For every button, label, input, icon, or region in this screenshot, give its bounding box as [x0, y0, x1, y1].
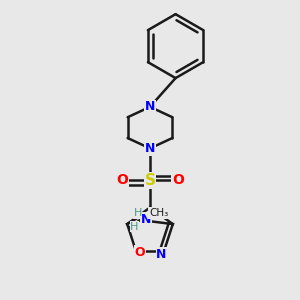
Text: S: S: [145, 173, 155, 188]
Text: CH₃: CH₃: [149, 208, 168, 218]
Text: H: H: [130, 222, 139, 232]
Text: N: N: [156, 248, 167, 261]
Text: O: O: [135, 246, 146, 259]
Text: O: O: [172, 173, 184, 188]
Text: N: N: [145, 142, 155, 155]
Text: O: O: [116, 173, 128, 188]
Text: N: N: [145, 100, 155, 113]
Text: N: N: [140, 213, 151, 226]
Text: H: H: [134, 208, 142, 218]
